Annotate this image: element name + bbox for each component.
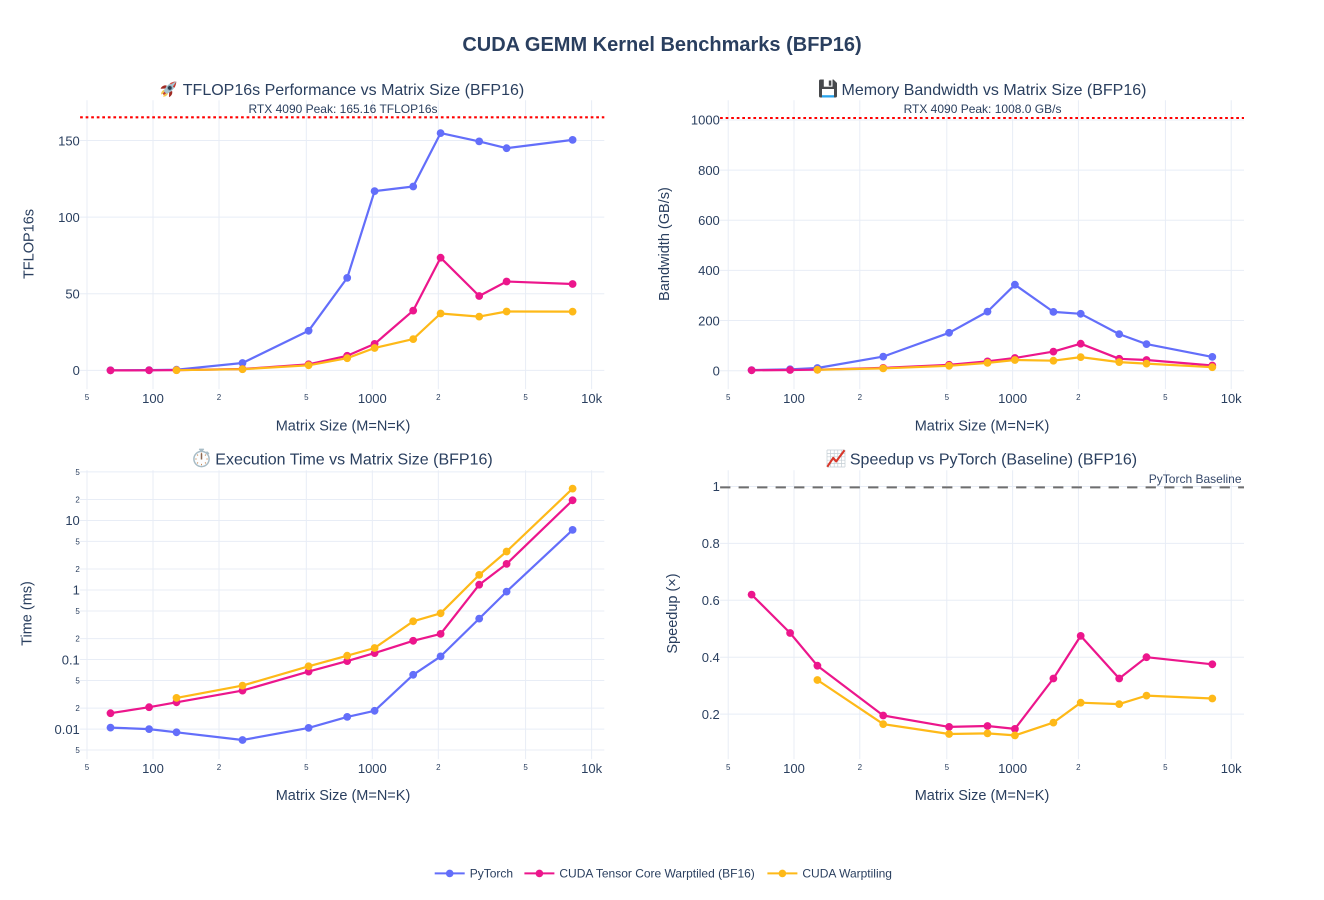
svg-text:Matrix Size (M=N=K): Matrix Size (M=N=K) [276,788,411,804]
svg-text:1000: 1000 [998,761,1027,776]
svg-text:100: 100 [783,761,805,776]
svg-text:200: 200 [698,313,720,328]
svg-text:10k: 10k [581,761,602,776]
svg-text:600: 600 [698,213,720,228]
svg-text:2: 2 [75,565,80,574]
svg-text:5: 5 [75,607,80,616]
svg-text:2: 2 [1076,393,1081,402]
svg-text:0.1: 0.1 [62,652,80,667]
svg-text:0.8: 0.8 [702,536,720,551]
svg-text:0.4: 0.4 [702,650,720,665]
svg-text:10: 10 [65,513,79,528]
svg-text:10k: 10k [1221,391,1242,406]
svg-text:0.2: 0.2 [702,707,720,722]
svg-text:2: 2 [75,496,80,505]
svg-text:Bandwidth (GB/s): Bandwidth (GB/s) [657,187,673,301]
svg-text:1000: 1000 [358,391,387,406]
svg-text:10k: 10k [581,391,602,406]
svg-text:1000: 1000 [998,391,1027,406]
svg-text:Matrix Size (M=N=K): Matrix Size (M=N=K) [915,788,1050,804]
svg-text:5: 5 [523,763,528,772]
svg-text:5: 5 [75,676,80,685]
svg-text:5: 5 [1163,393,1168,402]
svg-text:800: 800 [698,163,720,178]
svg-text:2: 2 [217,393,222,402]
svg-text:10k: 10k [1221,761,1242,776]
svg-text:Matrix Size (M=N=K): Matrix Size (M=N=K) [915,419,1050,435]
svg-text:5: 5 [75,746,80,755]
svg-text:0.01: 0.01 [54,722,79,737]
svg-text:5: 5 [75,537,80,546]
svg-text:TFLOP16s Performance vs Matrix: TFLOP16s Performance vs Matrix Size (BFP… [183,82,524,99]
svg-text:2: 2 [858,763,863,772]
svg-text:5: 5 [726,393,731,402]
svg-text:5: 5 [523,393,528,402]
svg-text:5: 5 [726,763,731,772]
svg-text:2: 2 [75,704,80,713]
svg-text:2: 2 [858,393,863,402]
svg-text:RTX 4090 Peak: 165.16 TFLOP16s: RTX 4090 Peak: 165.16 TFLOP16s [248,102,437,116]
svg-text:0.6: 0.6 [702,593,720,608]
svg-text:Speedup (×): Speedup (×) [665,573,681,653]
svg-text:5: 5 [304,393,309,402]
svg-text:1: 1 [73,583,80,598]
svg-text:Time (ms): Time (ms) [20,581,36,646]
svg-text:100: 100 [58,210,80,225]
svg-text:Memory Bandwidth vs Matrix Siz: Memory Bandwidth vs Matrix Size (BFP16) [842,82,1147,99]
svg-text:5: 5 [85,393,90,402]
svg-text:CUDA Warptiling: CUDA Warptiling [802,867,892,881]
svg-text:PyTorch: PyTorch [470,867,513,881]
svg-text:2: 2 [217,763,222,772]
svg-text:50: 50 [65,286,79,301]
svg-text:CUDA GEMM Kernel Benchmarks (B: CUDA GEMM Kernel Benchmarks (BFP16) [462,34,861,56]
svg-text:100: 100 [142,761,164,776]
svg-text:0: 0 [713,363,720,378]
svg-text:5: 5 [85,763,90,772]
svg-text:CUDA Tensor Core Warptiled (BF: CUDA Tensor Core Warptiled (BF16) [559,867,754,881]
svg-text:2: 2 [436,393,441,402]
svg-text:2: 2 [75,635,80,644]
svg-text:TFLOP16s: TFLOP16s [22,209,38,279]
svg-text:0: 0 [73,363,80,378]
svg-text:5: 5 [945,393,950,402]
svg-text:Speedup vs PyTorch (Baseline): Speedup vs PyTorch (Baseline) (BFP16) [850,452,1137,469]
svg-text:2: 2 [1076,763,1081,772]
svg-text:RTX 4090 Peak: 1008.0 GB/s: RTX 4090 Peak: 1008.0 GB/s [904,102,1062,116]
svg-text:PyTorch Baseline: PyTorch Baseline [1149,472,1242,486]
svg-text:400: 400 [698,263,720,278]
svg-text:1000: 1000 [358,761,387,776]
svg-text:1: 1 [713,479,720,494]
svg-text:Execution Time vs Matrix Size: Execution Time vs Matrix Size (BFP16) [215,452,492,469]
svg-text:150: 150 [58,133,80,148]
svg-text:5: 5 [945,763,950,772]
svg-text:100: 100 [142,391,164,406]
svg-text:5: 5 [304,763,309,772]
svg-text:2: 2 [436,763,441,772]
svg-text:100: 100 [783,391,805,406]
svg-text:Matrix Size (M=N=K): Matrix Size (M=N=K) [276,419,411,435]
svg-text:1000: 1000 [691,113,720,128]
svg-text:5: 5 [1163,763,1168,772]
svg-text:5: 5 [75,468,80,477]
